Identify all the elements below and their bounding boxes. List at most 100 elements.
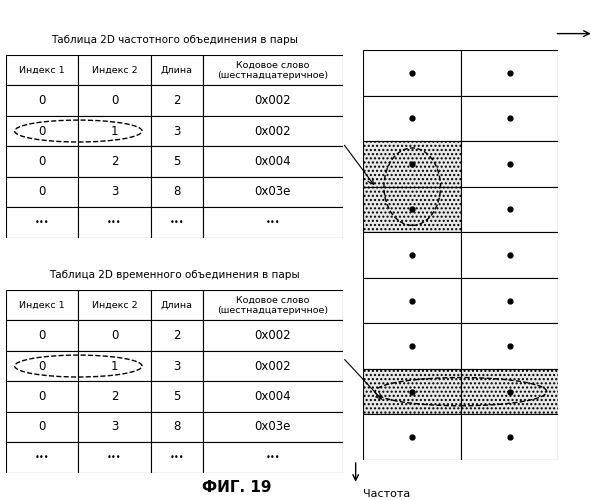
Text: •••: ••• <box>170 218 184 227</box>
Text: •••: ••• <box>35 218 50 227</box>
Text: 5: 5 <box>173 155 181 168</box>
Bar <box>79 55 151 86</box>
Bar <box>203 176 343 207</box>
Text: Длина: Длина <box>161 66 193 74</box>
Text: 2: 2 <box>173 94 181 107</box>
Text: 0: 0 <box>38 329 46 342</box>
Text: 0x002: 0x002 <box>255 360 291 372</box>
Bar <box>151 116 203 146</box>
Bar <box>151 176 203 207</box>
Bar <box>6 176 79 207</box>
Text: Кодовое слово
(шестнадцатеричное): Кодовое слово (шестнадцатеричное) <box>217 296 329 315</box>
Bar <box>461 278 558 324</box>
Bar <box>363 232 461 278</box>
Bar <box>79 442 151 472</box>
Text: 0x002: 0x002 <box>255 94 291 107</box>
Bar <box>203 290 343 320</box>
Bar <box>6 207 79 238</box>
Text: 0x002: 0x002 <box>255 329 291 342</box>
Bar <box>79 146 151 176</box>
Text: 3: 3 <box>173 124 181 138</box>
Text: •••: ••• <box>265 218 280 227</box>
Bar <box>363 141 461 186</box>
Text: 3: 3 <box>111 186 118 198</box>
Text: 8: 8 <box>173 420 181 434</box>
Bar <box>151 146 203 176</box>
Bar <box>203 207 343 238</box>
Bar <box>151 442 203 472</box>
Bar <box>79 320 151 351</box>
Text: 5: 5 <box>173 390 181 403</box>
Bar <box>461 232 558 278</box>
Bar <box>79 412 151 442</box>
Text: Таблица 2D частотного объединения в пары: Таблица 2D частотного объединения в пары <box>51 35 298 45</box>
Bar <box>203 146 343 176</box>
Bar <box>203 381 343 412</box>
Bar <box>151 207 203 238</box>
Bar <box>363 278 461 324</box>
Text: Индекс 1: Индекс 1 <box>20 66 65 74</box>
Bar <box>363 414 461 460</box>
Text: 0: 0 <box>38 124 46 138</box>
Bar <box>79 116 151 146</box>
Bar <box>151 351 203 381</box>
Bar <box>79 207 151 238</box>
Text: Таблица 2D временного объединения в пары: Таблица 2D временного объединения в пары <box>49 270 300 280</box>
Bar <box>79 381 151 412</box>
Bar <box>151 381 203 412</box>
Text: 0: 0 <box>38 420 46 434</box>
Bar <box>6 442 79 472</box>
Text: 0: 0 <box>38 186 46 198</box>
Text: 1: 1 <box>111 124 118 138</box>
Text: •••: ••• <box>170 453 184 462</box>
Bar <box>203 86 343 116</box>
Text: •••: ••• <box>107 453 122 462</box>
Bar <box>151 86 203 116</box>
Text: 0: 0 <box>111 94 118 107</box>
Text: Индекс 1: Индекс 1 <box>20 300 65 310</box>
Text: 2: 2 <box>173 329 181 342</box>
Text: •••: ••• <box>265 453 280 462</box>
Bar <box>461 96 558 141</box>
Bar <box>79 290 151 320</box>
Text: 0: 0 <box>38 94 46 107</box>
Bar <box>363 186 461 232</box>
Bar <box>461 50 558 96</box>
Bar <box>6 412 79 442</box>
Bar <box>151 290 203 320</box>
Text: Индекс 2: Индекс 2 <box>92 300 137 310</box>
Text: •••: ••• <box>107 218 122 227</box>
Bar <box>151 412 203 442</box>
Bar <box>363 96 461 141</box>
Text: Индекс 2: Индекс 2 <box>92 66 137 74</box>
Text: Длина: Длина <box>161 300 193 310</box>
Text: 0x03e: 0x03e <box>255 186 291 198</box>
Bar <box>203 442 343 472</box>
Bar <box>363 369 461 414</box>
Bar <box>461 414 558 460</box>
Bar <box>6 290 79 320</box>
Text: Частота: Частота <box>363 488 411 498</box>
Text: 0x004: 0x004 <box>255 155 291 168</box>
Bar <box>6 320 79 351</box>
Bar <box>461 369 558 414</box>
Bar <box>461 186 558 232</box>
Text: 0x03e: 0x03e <box>255 420 291 434</box>
Bar <box>6 55 79 86</box>
Text: 2: 2 <box>111 155 118 168</box>
Text: 0: 0 <box>111 329 118 342</box>
Text: 8: 8 <box>173 186 181 198</box>
Bar <box>203 55 343 86</box>
Bar <box>203 351 343 381</box>
Bar <box>203 412 343 442</box>
Text: 0x002: 0x002 <box>255 124 291 138</box>
Text: 3: 3 <box>111 420 118 434</box>
Text: 1: 1 <box>111 360 118 372</box>
Text: 3: 3 <box>173 360 181 372</box>
Text: •••: ••• <box>35 453 50 462</box>
Bar <box>6 86 79 116</box>
Bar <box>461 141 558 186</box>
Bar <box>363 324 461 369</box>
Text: 2: 2 <box>111 390 118 403</box>
Text: 0x004: 0x004 <box>255 390 291 403</box>
